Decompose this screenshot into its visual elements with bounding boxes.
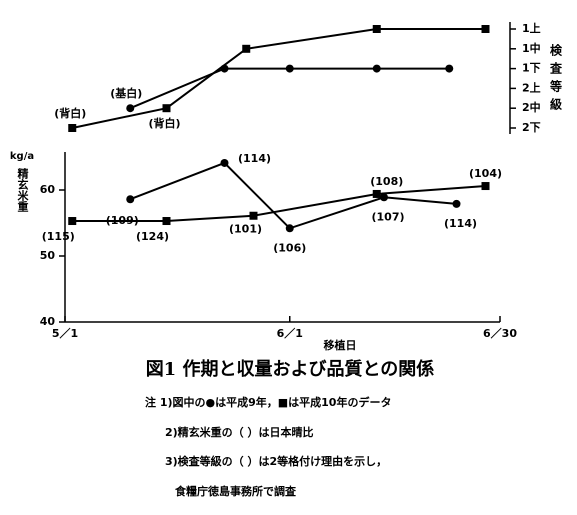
point: [380, 193, 388, 202]
point-label: (114): [238, 152, 271, 165]
y-tick-label: 40: [40, 315, 56, 328]
note: 注 1)図中の●は平成9年，■は平成10年のデータ: [145, 395, 391, 409]
point: [242, 44, 251, 53]
point-label: (背白): [54, 106, 86, 120]
x-tick-label: 5／1: [52, 327, 78, 340]
point-label: (124): [136, 230, 169, 243]
x-tick-label: 6／30: [483, 327, 517, 340]
point: [452, 199, 461, 208]
point: [285, 64, 294, 73]
point: [372, 64, 381, 73]
point-label: (114): [444, 217, 477, 230]
y-tick-label: 2上: [522, 80, 541, 94]
x-axis-label: 移植日: [324, 338, 357, 352]
y-tick-label: 50: [40, 249, 56, 262]
point: [481, 25, 490, 33]
point-label: (背白): [148, 116, 180, 130]
point: [249, 211, 258, 220]
point: [68, 124, 77, 132]
y-axis-label: 精玄米重: [16, 167, 30, 212]
y-unit: kg/a: [10, 151, 34, 162]
point: [285, 224, 294, 233]
y-tick-label: 1中: [522, 41, 541, 55]
line: [129, 161, 457, 230]
y-tick-label: 1上: [522, 21, 541, 35]
point: [68, 217, 77, 226]
y-tick-label: 60: [40, 183, 56, 196]
point: [220, 158, 229, 167]
point-label: (107): [371, 210, 404, 223]
y-tick-label: 1下: [522, 62, 541, 75]
note: 食糧庁徳島事務所で調査: [175, 484, 296, 498]
point: [126, 104, 135, 113]
note: 3)検査等級の（ ）は2等格付け理由を示し，: [165, 454, 387, 468]
caption: 図1 作期と収量および品質との関係: [146, 358, 435, 380]
y-tick-label: 2中: [522, 100, 541, 114]
point: [372, 189, 381, 198]
point-label: (115): [42, 230, 75, 243]
point: [126, 195, 135, 204]
y-tick-label: 2下: [522, 121, 541, 134]
x-tick-label: 6／1: [277, 327, 303, 340]
point: [372, 25, 381, 33]
grade-axis-label: 検査等級: [549, 43, 563, 116]
point: [162, 217, 171, 226]
point-label: (106): [273, 241, 306, 254]
point-label: (基白): [110, 86, 142, 100]
note: 2)精玄米重の（ ）は日本晴比: [165, 425, 314, 439]
line: [72, 28, 486, 129]
point-label: (104): [469, 167, 502, 180]
point-label: (101): [229, 223, 262, 236]
point: [481, 182, 490, 191]
point: [162, 104, 171, 113]
point-label: (108): [370, 175, 403, 188]
line: [129, 67, 450, 110]
point: [445, 64, 454, 73]
